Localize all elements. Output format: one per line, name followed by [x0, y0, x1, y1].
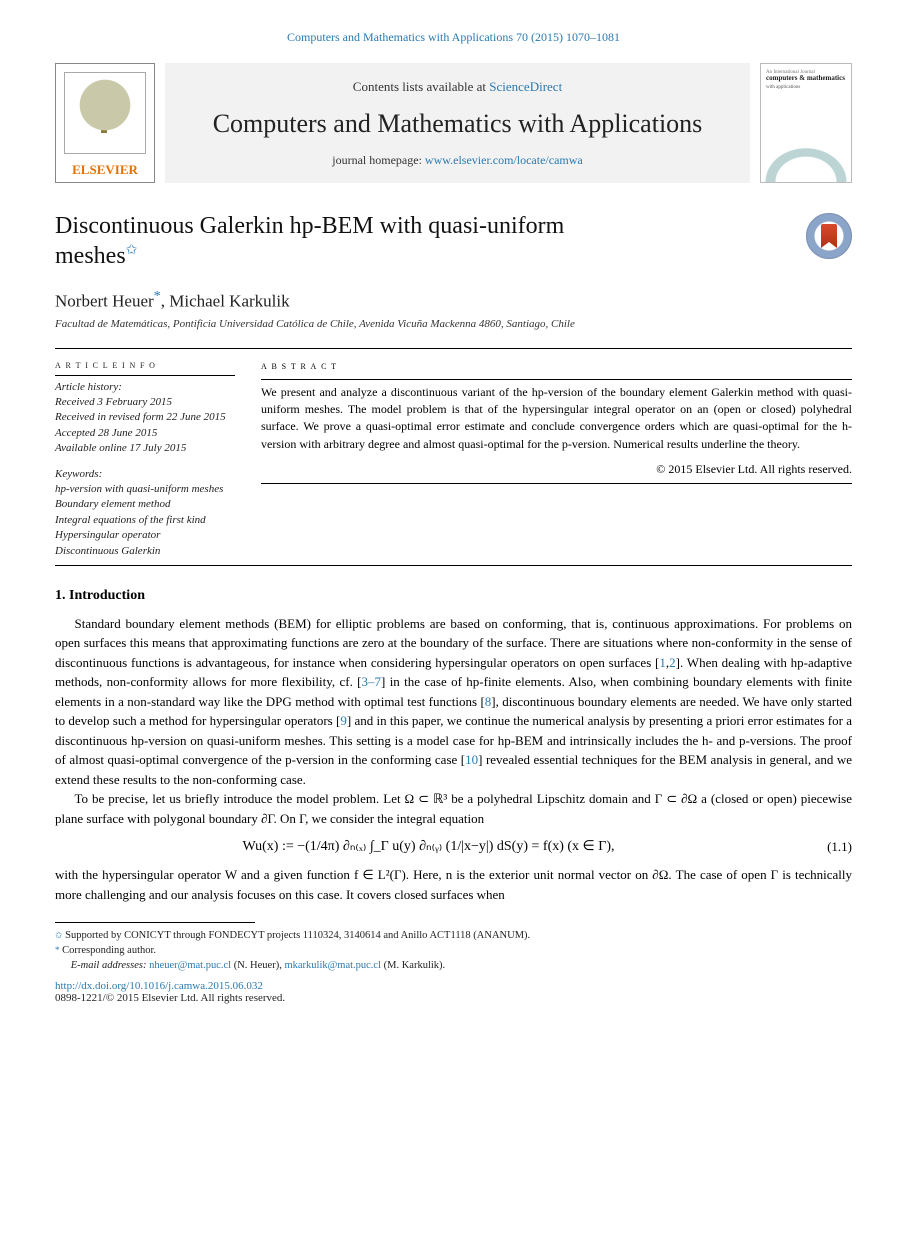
contents-available: Contents lists available at ScienceDirec…: [353, 79, 562, 95]
email-heuer[interactable]: nheuer@mat.puc.cl: [149, 960, 231, 971]
rule-bottom: [55, 565, 852, 566]
title-footnote-star-icon[interactable]: ✩: [126, 243, 138, 258]
contents-prefix: Contents lists available at: [353, 79, 489, 94]
keywords-block: Keywords: hp-version with quasi-uniform …: [55, 467, 235, 559]
equation-1-1: Wu(x) := −(1/4π) ∂ₙ₍ₓ₎ ∫_Γ u(y) ∂ₙ₍ᵧ₎ (1…: [55, 838, 852, 855]
elsevier-logo[interactable]: ELSEVIER: [55, 63, 155, 183]
history-received: Received 3 February 2015: [55, 395, 235, 410]
journal-homepage: journal homepage: www.elsevier.com/locat…: [332, 153, 582, 168]
author-2[interactable]: , Michael Karkulik: [161, 292, 290, 311]
history-online: Available online 17 July 2015: [55, 441, 235, 456]
kw-2: Boundary element method: [55, 497, 235, 512]
homepage-link[interactable]: www.elsevier.com/locate/camwa: [425, 153, 583, 167]
journal-name: Computers and Mathematics with Applicati…: [213, 109, 703, 139]
article-title-line2: meshes✩: [55, 242, 564, 270]
article-title-block: Discontinuous Galerkin hp-BEM with quasi…: [55, 213, 564, 272]
citation-header: Computers and Mathematics with Applicati…: [55, 30, 852, 45]
footnote-rule: [55, 922, 255, 923]
history-head: Article history:: [55, 380, 235, 395]
article-info-col: a r t i c l e i n f o Article history: R…: [55, 355, 235, 559]
article-info-head: a r t i c l e i n f o: [55, 359, 235, 371]
intro-para-3: with the hypersingular operator W and a …: [55, 865, 852, 904]
kw-3: Integral equations of the first kind: [55, 513, 235, 528]
kw-5: Discontinuous Galerkin: [55, 544, 235, 559]
rule-info: [55, 375, 235, 376]
homepage-prefix: journal homepage:: [332, 153, 425, 167]
section-1-head: 1. Introduction: [55, 588, 852, 604]
history-accepted: Accepted 28 June 2015: [55, 426, 235, 441]
journal-header: ELSEVIER Contents lists available at Sci…: [55, 63, 852, 183]
kw-4: Hypersingular operator: [55, 528, 235, 543]
journal-cover-thumb[interactable]: An International Journal computers & mat…: [760, 63, 852, 183]
affiliation: Facultad de Matemáticas, Pontificia Univ…: [55, 318, 852, 330]
history-revised: Received in revised form 22 June 2015: [55, 410, 235, 425]
footnote-emails: E-mail addresses: nheuer@mat.puc.cl (N. …: [55, 959, 852, 974]
abstract-head: a b s t r a c t: [261, 359, 852, 375]
kw-1: hp-version with quasi-uniform meshes: [55, 482, 235, 497]
footnote-funding: ✩ Supported by CONICYT through FONDECYT …: [55, 929, 852, 944]
author-1[interactable]: Norbert Heuer: [55, 292, 154, 311]
intro-body: Standard boundary element methods (BEM) …: [55, 614, 852, 829]
abstract-copyright: © 2015 Elsevier Ltd. All rights reserved…: [261, 461, 852, 478]
copyright-tail: 0898-1221/© 2015 Elsevier Ltd. All right…: [55, 992, 852, 1004]
footnote-corresponding: * Corresponding author.: [55, 944, 852, 959]
cover-art-icon: [761, 127, 851, 182]
emails-label: E-mail addresses:: [71, 960, 149, 971]
abstract-col: a b s t r a c t We present and analyze a…: [261, 355, 852, 559]
intro-body-2: with the hypersingular operator W and a …: [55, 865, 852, 904]
doi-link[interactable]: http://dx.doi.org/10.1016/j.camwa.2015.0…: [55, 980, 263, 992]
crossmark-button[interactable]: [806, 213, 852, 259]
doi-line: http://dx.doi.org/10.1016/j.camwa.2015.0…: [55, 980, 852, 992]
bookmark-icon: [821, 224, 837, 248]
cite-3-7[interactable]: 3–7: [362, 674, 382, 689]
sciencedirect-link[interactable]: ScienceDirect: [489, 79, 562, 94]
email-karkulik[interactable]: mkarkulik@mat.puc.cl: [284, 960, 381, 971]
journal-title-box: Contents lists available at ScienceDirec…: [165, 63, 750, 183]
equation-number: (1.1): [802, 839, 852, 855]
rule-abs: [261, 379, 852, 380]
cite-10[interactable]: 10: [465, 752, 478, 767]
rule-abs-bottom: [261, 483, 852, 484]
equation-body: Wu(x) := −(1/4π) ∂ₙ₍ₓ₎ ∫_Γ u(y) ∂ₙ₍ᵧ₎ (1…: [55, 838, 802, 855]
footnotes: ✩ Supported by CONICYT through FONDECYT …: [55, 929, 852, 973]
cover-subtitle: with applications: [766, 85, 846, 90]
article-title-line1: Discontinuous Galerkin hp-BEM with quasi…: [55, 213, 564, 240]
footnote-star-icon: ✩: [55, 930, 63, 940]
article-history: Article history: Received 3 February 201…: [55, 380, 235, 457]
intro-para-1: Standard boundary element methods (BEM) …: [55, 614, 852, 790]
intro-para-2: To be precise, let us briefly introduce …: [55, 789, 852, 828]
elsevier-tree-icon: [64, 72, 146, 154]
corresponding-mark-icon[interactable]: *: [154, 288, 161, 304]
abstract-text: We present and analyze a discontinuous v…: [261, 384, 852, 454]
keywords-head: Keywords:: [55, 467, 235, 482]
elsevier-label: ELSEVIER: [72, 162, 138, 178]
cover-title: computers & mathematics: [766, 75, 846, 83]
authors: Norbert Heuer*, Michael Karkulik: [55, 288, 852, 312]
rule-top: [55, 348, 852, 349]
